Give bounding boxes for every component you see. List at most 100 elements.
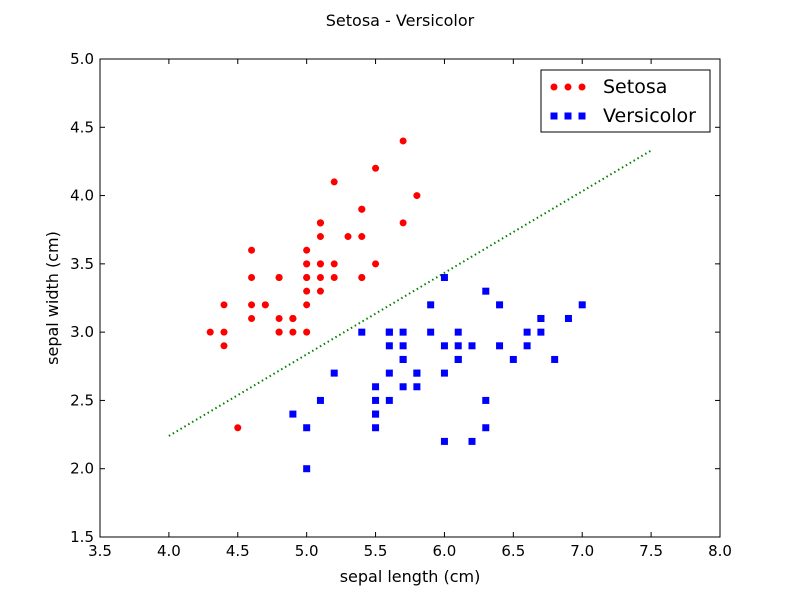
legend: Setosa Versicolor	[540, 69, 711, 133]
setosa-point	[303, 246, 311, 254]
x-axis-label: sepal length (cm)	[340, 567, 481, 586]
versicolor-point	[399, 355, 407, 363]
versicolor-point	[385, 369, 393, 377]
setosa-point	[248, 314, 256, 322]
versicolor-point	[399, 383, 407, 391]
setosa-point	[234, 424, 242, 432]
versicolor-point	[523, 342, 531, 350]
y-tick-label: 4.5	[70, 118, 94, 136]
setosa-point	[248, 301, 256, 309]
y-tick-label: 4.0	[70, 187, 94, 205]
versicolor-point	[482, 287, 490, 295]
legend-label-setosa: Setosa	[603, 76, 667, 98]
legend-marker-setosa	[578, 83, 586, 91]
setosa-point	[413, 192, 421, 200]
setosa-point	[372, 164, 380, 172]
versicolor-point	[385, 396, 393, 404]
setosa-point	[248, 246, 256, 254]
setosa-point	[220, 301, 228, 309]
setosa-point	[275, 328, 283, 336]
y-axis-label: sepal width (cm)	[43, 231, 62, 365]
versicolor-point	[496, 301, 504, 309]
setosa-point	[248, 274, 256, 282]
setosa-point	[316, 274, 324, 282]
setosa-point	[399, 137, 407, 145]
setosa-point	[261, 301, 269, 309]
versicolor-point	[413, 383, 421, 391]
versicolor-point	[289, 410, 297, 418]
versicolor-point	[523, 328, 531, 336]
versicolor-point	[578, 301, 586, 309]
setosa-point	[206, 328, 214, 336]
versicolor-point	[454, 342, 462, 350]
versicolor-point	[454, 355, 462, 363]
legend-label-versicolor: Versicolor	[603, 105, 696, 127]
setosa-point	[316, 260, 324, 268]
x-tick-label: 5.0	[295, 542, 319, 560]
setosa-point	[303, 274, 311, 282]
setosa-point	[275, 274, 283, 282]
versicolor-point	[427, 328, 435, 336]
setosa-point	[275, 314, 283, 322]
versicolor-point	[454, 328, 462, 336]
setosa-point	[399, 219, 407, 227]
versicolor-point	[303, 424, 311, 432]
versicolor-point	[440, 369, 448, 377]
legend-box	[540, 69, 711, 133]
x-tick-label: 7.0	[570, 542, 594, 560]
versicolor-point	[551, 355, 559, 363]
versicolor-point	[399, 328, 407, 336]
setosa-point	[358, 274, 366, 282]
versicolor-point	[482, 424, 490, 432]
x-tick-label: 8.0	[708, 542, 732, 560]
legend-markers	[550, 83, 586, 120]
data-points-layer	[206, 137, 586, 473]
y-tick-label: 3.5	[70, 255, 94, 273]
versicolor-point	[440, 274, 448, 282]
legend-marker-setosa	[564, 83, 572, 91]
versicolor-point	[372, 424, 380, 432]
setosa-point	[330, 274, 338, 282]
y-tick-label: 3.0	[70, 323, 94, 341]
x-tick-label: 7.5	[639, 542, 663, 560]
axis-ticks-layer: 3.5 4.0 4.5 5.0 5.5 6.0 6.5 7.0 7.5 8.0 1.5 2.0 2.5 3…	[70, 50, 732, 560]
versicolor-point	[468, 437, 476, 445]
versicolor-point	[509, 355, 517, 363]
setosa-point	[303, 328, 311, 336]
versicolor-point	[372, 383, 380, 391]
setosa-point	[330, 260, 338, 268]
versicolor-point	[399, 342, 407, 350]
legend-marker-versicolor	[550, 112, 558, 120]
versicolor-point	[496, 342, 504, 350]
setosa-point	[344, 233, 352, 241]
versicolor-point	[440, 437, 448, 445]
versicolor-point	[358, 328, 366, 336]
versicolor-point	[427, 301, 435, 309]
setosa-point	[220, 342, 228, 350]
versicolor-point	[316, 396, 324, 404]
plot-area-frame	[99, 58, 721, 538]
x-tick-label: 6.0	[433, 542, 457, 560]
chart-title: Setosa - Versicolor	[326, 11, 475, 30]
setosa-point	[372, 260, 380, 268]
versicolor-point	[440, 342, 448, 350]
versicolor-point	[303, 465, 311, 473]
setosa-point	[220, 328, 228, 336]
setosa-point	[316, 233, 324, 241]
y-tick-label: 5.0	[70, 50, 94, 68]
versicolor-point	[372, 396, 380, 404]
versicolor-point	[482, 396, 490, 404]
x-tick-label: 6.5	[501, 542, 525, 560]
legend-marker-versicolor	[578, 112, 586, 120]
setosa-point	[330, 178, 338, 186]
y-tick-label: 2.5	[70, 391, 94, 409]
versicolor-point	[385, 328, 393, 336]
setosa-point	[303, 301, 311, 309]
legend-marker-versicolor	[564, 112, 572, 120]
setosa-point	[358, 233, 366, 241]
versicolor-point	[564, 314, 572, 322]
setosa-point	[303, 287, 311, 295]
y-tick-label: 2.0	[70, 460, 94, 478]
versicolor-point	[372, 410, 380, 418]
